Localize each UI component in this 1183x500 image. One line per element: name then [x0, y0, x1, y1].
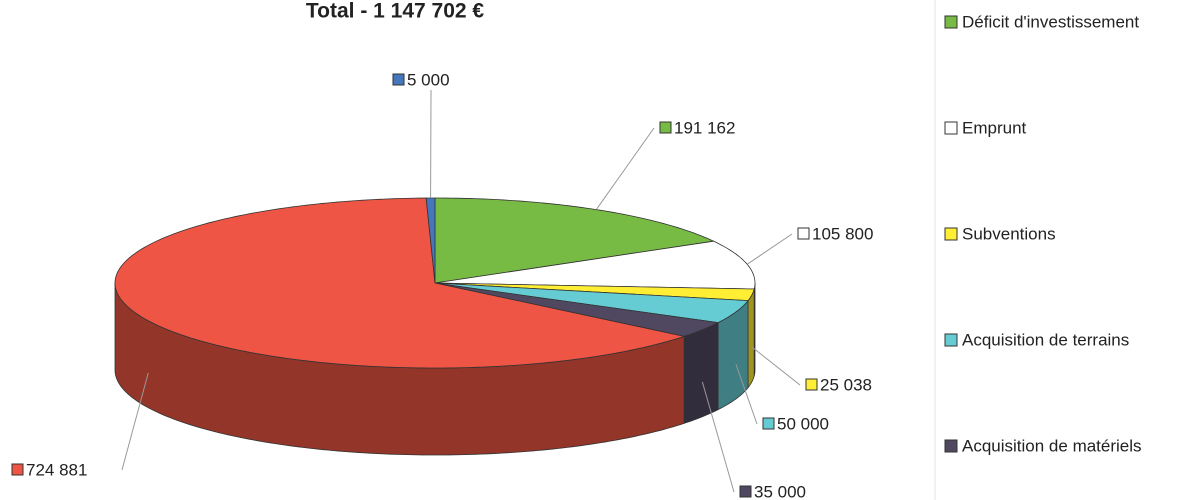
leader-line: [751, 346, 801, 386]
leader-line: [746, 233, 793, 265]
data-label: 50 000: [777, 414, 829, 433]
leader-line: [701, 381, 735, 493]
label-swatch: [392, 73, 405, 86]
data-label: 191 162: [674, 118, 735, 137]
label-swatch: [659, 121, 672, 134]
pie-slice: [114, 197, 686, 369]
legend-swatch: [944, 15, 958, 29]
legend-swatch: [944, 439, 958, 453]
legend-label: Déficit d'investissement: [962, 12, 1139, 31]
pie-slice: [434, 282, 720, 337]
legend-label: Acquisition de matériels: [962, 436, 1142, 455]
label-swatch: [797, 227, 810, 240]
leader-line: [121, 372, 149, 471]
legend-swatch: [944, 333, 958, 347]
data-label: 35 000: [754, 482, 806, 500]
leader-line: [595, 127, 655, 210]
legend-label: Subventions: [962, 224, 1056, 243]
pie-side: [683, 321, 719, 424]
data-label: 105 800: [812, 224, 873, 243]
legend-label: Emprunt: [962, 118, 1027, 137]
chart-title: Total - 1 147 702 €: [306, 0, 485, 23]
data-label: 25 038: [820, 375, 872, 394]
data-label: 724 881: [26, 460, 87, 479]
leader-line: [735, 363, 758, 425]
legend-swatch: [944, 121, 958, 135]
label-swatch: [805, 378, 818, 391]
label-swatch: [11, 463, 24, 476]
data-label: 5 000: [407, 70, 450, 89]
label-swatch: [762, 417, 775, 430]
pie-slice: [434, 282, 749, 324]
legend-swatch: [944, 227, 958, 241]
label-swatch: [739, 485, 752, 498]
legend-label: Acquisition de terrains: [962, 330, 1129, 349]
pie-side: [747, 288, 755, 389]
